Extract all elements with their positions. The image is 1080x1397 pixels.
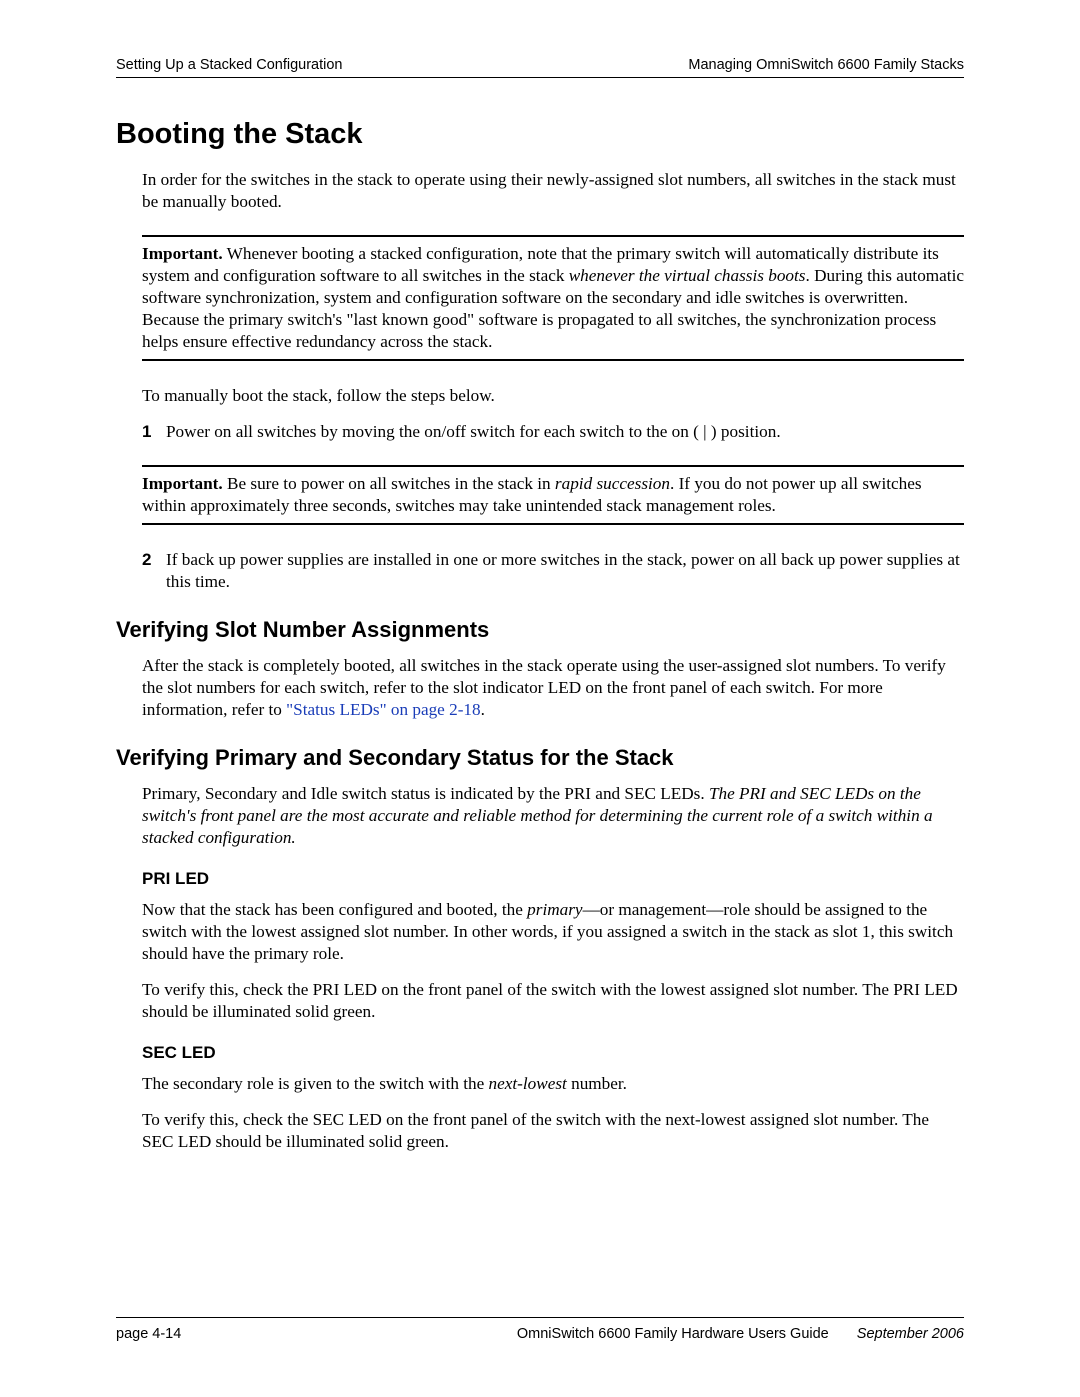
heading-verifying-primary-secondary: Verifying Primary and Secondary Status f…	[116, 745, 964, 771]
text-post: number.	[567, 1074, 627, 1093]
step-number: 2	[142, 549, 166, 593]
section-body: In order for the switches in the stack t…	[142, 169, 964, 593]
verify-slot-paragraph: After the stack is completely booted, al…	[142, 655, 964, 721]
page-container: Setting Up a Stacked Configuration Manag…	[0, 0, 1080, 1397]
text-pre: The secondary role is given to the switc…	[142, 1074, 489, 1093]
footer-page-number: page 4-14	[116, 1326, 181, 1342]
list-item: 2 If back up power supplies are installe…	[142, 549, 964, 593]
text-pre: Primary, Secondary and Idle switch statu…	[142, 784, 709, 803]
header-left: Setting Up a Stacked Configuration	[116, 57, 343, 73]
header-right: Managing OmniSwitch 6600 Family Stacks	[688, 57, 964, 73]
heading-verifying-slot-number: Verifying Slot Number Assignments	[116, 617, 964, 643]
heading-sec-led: SEC LED	[142, 1043, 964, 1063]
footer-date: September 2006	[857, 1326, 964, 1342]
text-italic: primary	[527, 900, 582, 919]
text-post: .	[481, 700, 485, 719]
manual-boot-paragraph: To manually boot the stack, follow the s…	[142, 385, 964, 407]
running-header: Setting Up a Stacked Configuration Manag…	[116, 57, 964, 73]
callout-important-1: Important. Whenever booting a stacked co…	[142, 235, 964, 361]
footer-rule	[116, 1317, 964, 1318]
section-body: After the stack is completely booted, al…	[142, 655, 964, 721]
list-item: 1 Power on all switches by moving the on…	[142, 421, 964, 443]
footer-row: page 4-14 OmniSwitch 6600 Family Hardwar…	[116, 1326, 964, 1342]
step-text: If back up power supplies are installed …	[166, 549, 964, 593]
footer-title: OmniSwitch 6600 Family Hardware Users Gu…	[517, 1326, 829, 1342]
pri-led-paragraph-1: Now that the stack has been configured a…	[142, 899, 964, 965]
callout-text: Important. Be sure to power on all switc…	[142, 473, 964, 517]
text-italic: next-lowest	[489, 1074, 567, 1093]
intro-paragraph: In order for the switches in the stack t…	[142, 169, 964, 213]
text-pre: Now that the stack has been configured a…	[142, 900, 527, 919]
sec-led-paragraph-1: The secondary role is given to the switc…	[142, 1073, 964, 1095]
callout-body-pre: Be sure to power on all switches in the …	[223, 474, 555, 493]
callout-text: Important. Whenever booting a stacked co…	[142, 243, 964, 353]
callout-lead: Important.	[142, 244, 223, 263]
ordered-list: 2 If back up power supplies are installe…	[142, 549, 964, 593]
verify-pri-sec-paragraph: Primary, Secondary and Idle switch statu…	[142, 783, 964, 849]
page-footer: page 4-14 OmniSwitch 6600 Family Hardwar…	[116, 1317, 964, 1342]
ordered-list: 1 Power on all switches by moving the on…	[142, 421, 964, 443]
text-pre: After the stack is completely booted, al…	[142, 656, 946, 719]
callout-italic: whenever the virtual chassis boots	[569, 266, 806, 285]
cross-reference-link[interactable]: "Status LEDs" on page 2-18	[286, 700, 480, 719]
step-number: 1	[142, 421, 166, 443]
callout-lead: Important.	[142, 474, 223, 493]
section-body: Primary, Secondary and Idle switch statu…	[142, 783, 964, 1153]
heading-booting-the-stack: Booting the Stack	[116, 118, 964, 151]
heading-pri-led: PRI LED	[142, 869, 964, 889]
step-text: Power on all switches by moving the on/o…	[166, 421, 964, 443]
callout-important-2: Important. Be sure to power on all switc…	[142, 465, 964, 525]
header-rule	[116, 77, 964, 78]
footer-right: OmniSwitch 6600 Family Hardware Users Gu…	[517, 1326, 964, 1342]
callout-italic: rapid succession	[555, 474, 670, 493]
pri-led-paragraph-2: To verify this, check the PRI LED on the…	[142, 979, 964, 1023]
sec-led-paragraph-2: To verify this, check the SEC LED on the…	[142, 1109, 964, 1153]
